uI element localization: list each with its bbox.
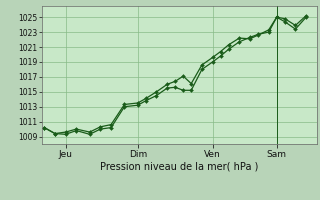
X-axis label: Pression niveau de la mer( hPa ): Pression niveau de la mer( hPa ) — [100, 161, 258, 171]
